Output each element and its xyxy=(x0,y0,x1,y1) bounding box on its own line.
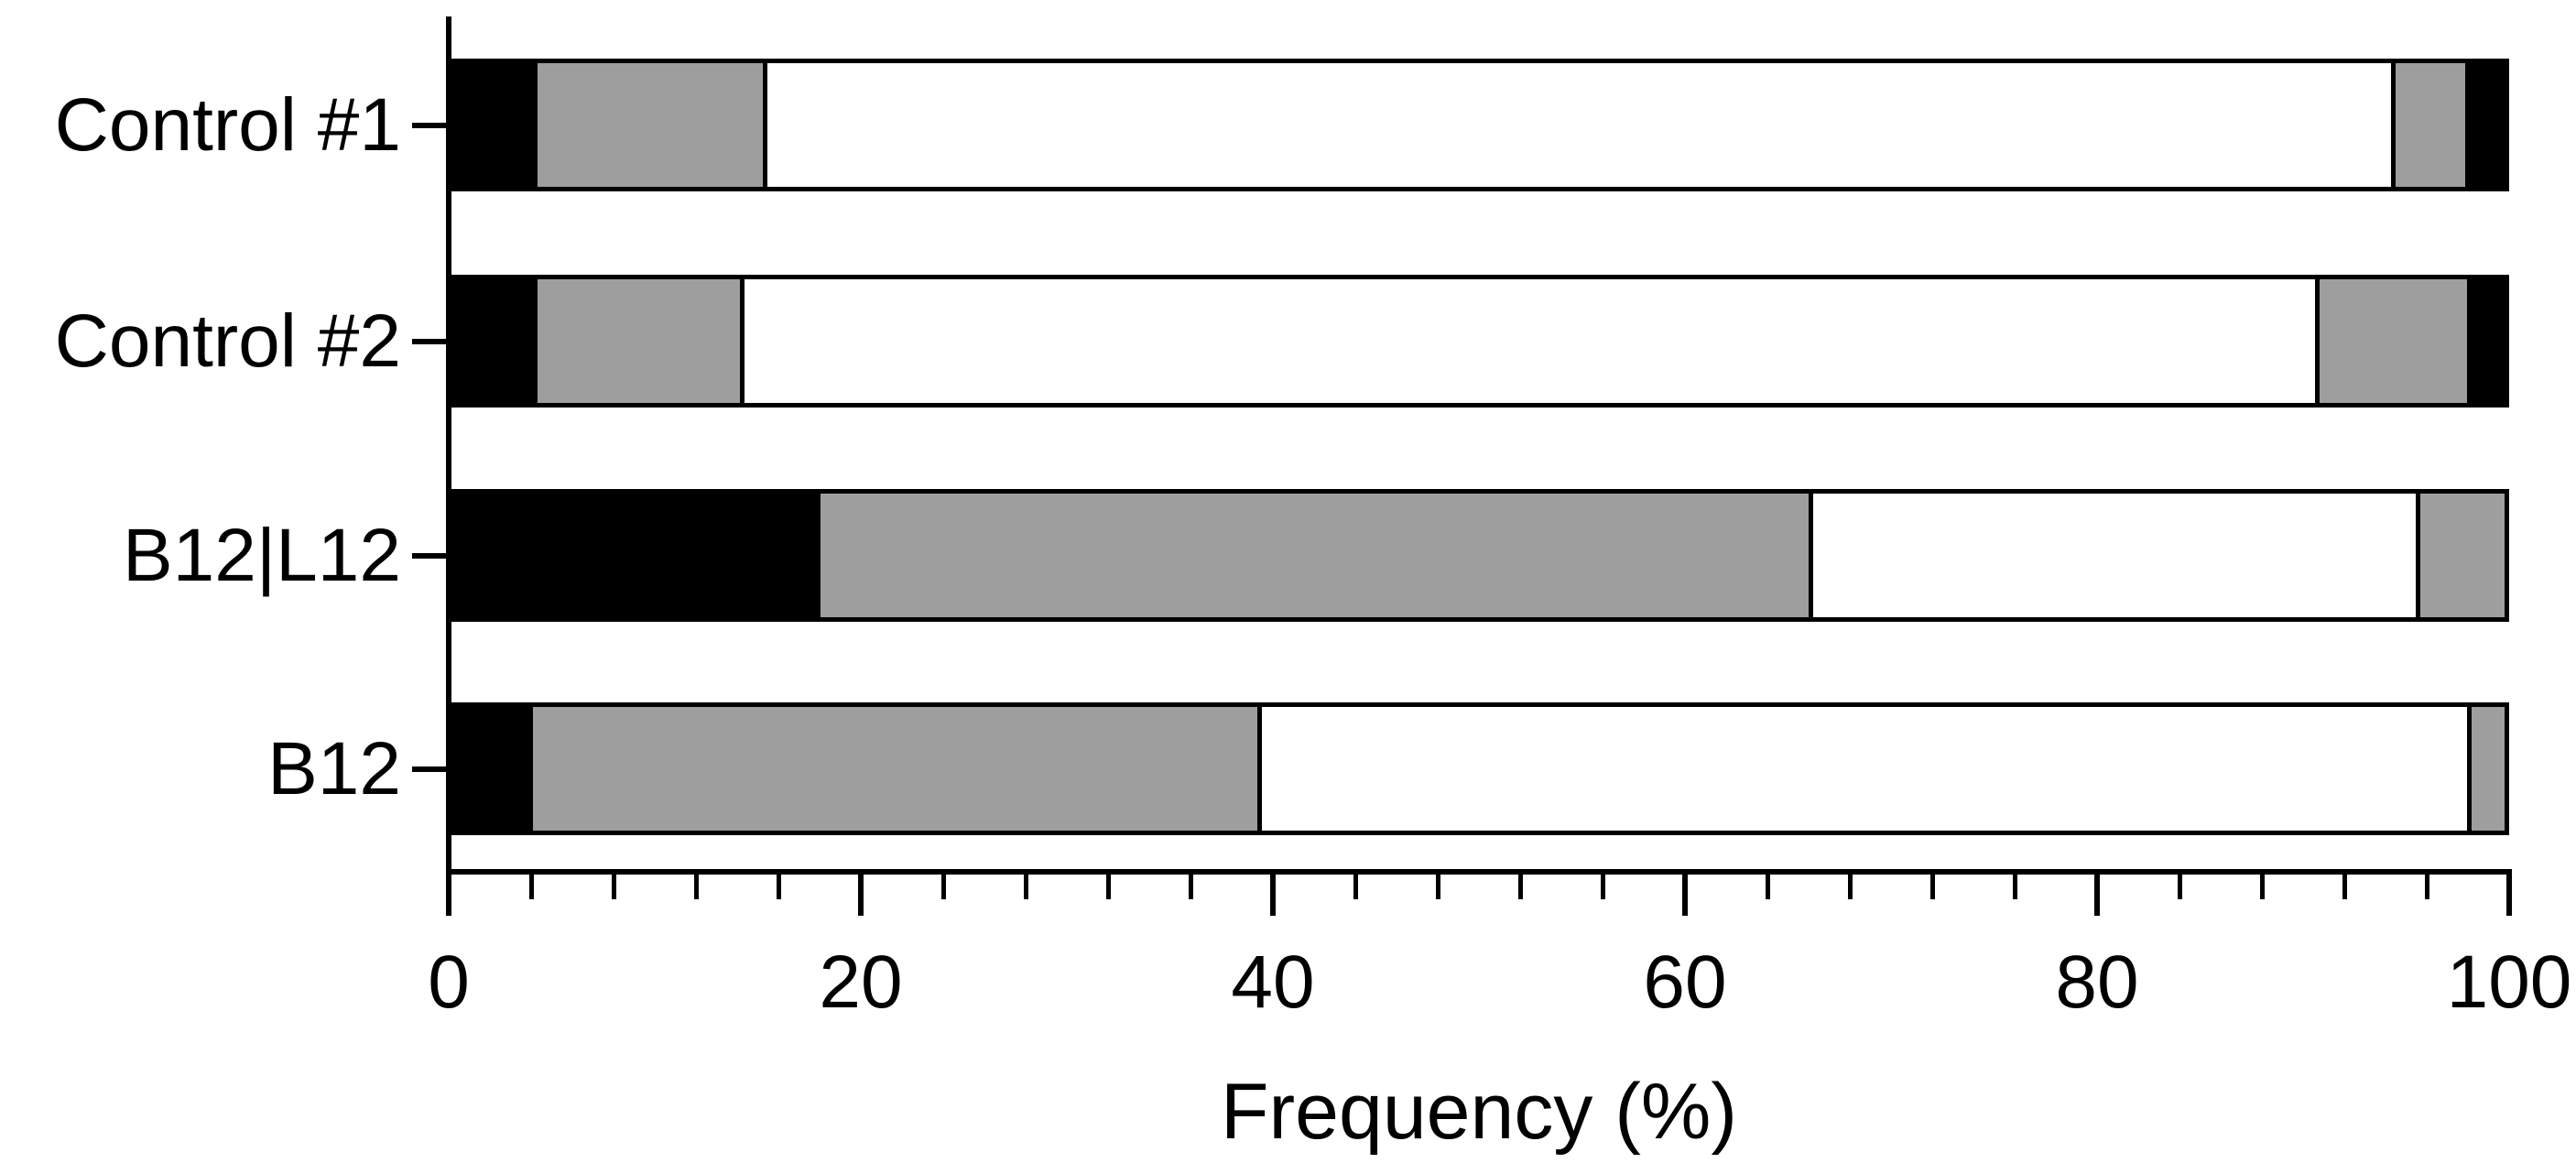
x-axis-minor-tick xyxy=(1765,872,1770,899)
bar-segment-5-black xyxy=(2472,279,2505,403)
x-tick-label: 80 xyxy=(2055,940,2139,1024)
bar-segment-2-gray xyxy=(533,707,1262,831)
bar-segment-3-white xyxy=(766,63,2397,187)
category-label: Control #1 xyxy=(54,82,401,167)
x-axis-title: Frequency (%) xyxy=(1221,1068,1737,1156)
bar-segment-1-black xyxy=(453,707,534,831)
y-axis-category-tick xyxy=(412,122,449,128)
x-axis-minor-tick xyxy=(1353,872,1358,899)
bar-row xyxy=(449,489,2509,622)
x-axis-minor-tick xyxy=(2342,872,2347,899)
bar-segment-2-gray xyxy=(537,279,745,403)
y-axis-category-tick xyxy=(412,338,449,344)
y-axis-line xyxy=(446,16,451,875)
bar-row xyxy=(449,59,2509,191)
bar-segment-5-black xyxy=(2469,63,2505,187)
bar-segment-3-white xyxy=(1261,707,2473,831)
x-axis-minor-tick xyxy=(693,872,699,899)
bar-segment-1-black xyxy=(453,279,538,403)
y-axis-category-tick xyxy=(412,766,449,772)
x-axis-major-tick xyxy=(446,872,451,916)
bar-row xyxy=(449,702,2509,835)
category-label: Control #2 xyxy=(54,299,401,383)
x-axis-minor-tick xyxy=(2012,872,2017,899)
x-tick-label: 100 xyxy=(2446,940,2572,1024)
bar-segment-1-black xyxy=(453,63,538,187)
x-axis-minor-tick xyxy=(2259,872,2265,899)
x-axis-minor-tick xyxy=(1188,872,1193,899)
x-axis-minor-tick xyxy=(1517,872,1523,899)
x-tick-label: 20 xyxy=(819,940,903,1024)
bar-segment-3-white xyxy=(745,279,2321,403)
x-axis-major-tick xyxy=(2094,872,2100,916)
bar-segment-4-gray xyxy=(2472,707,2505,831)
bar-segment-2-gray xyxy=(537,63,767,187)
category-label: B12 xyxy=(267,726,401,810)
bar-segment-4-gray xyxy=(2420,494,2505,617)
bar-segment-3-white xyxy=(1813,494,2421,617)
bar-segment-2-gray xyxy=(820,494,1814,617)
x-tick-label: 60 xyxy=(1643,940,1727,1024)
x-axis-line xyxy=(446,869,2512,875)
x-axis-minor-tick xyxy=(1435,872,1440,899)
x-axis-major-tick xyxy=(1270,872,1276,916)
category-label: B12|L12 xyxy=(122,513,401,597)
bar-segment-4-gray xyxy=(2396,63,2470,187)
x-axis-minor-tick xyxy=(611,872,616,899)
y-axis-category-tick xyxy=(412,552,449,559)
x-axis-minor-tick xyxy=(1105,872,1111,899)
x-tick-label: 40 xyxy=(1231,940,1315,1024)
x-axis-minor-tick xyxy=(776,872,781,899)
x-axis-minor-tick xyxy=(1023,872,1028,899)
x-axis-major-tick xyxy=(858,872,864,916)
x-axis-minor-tick xyxy=(1600,872,1605,899)
bar-row xyxy=(449,275,2509,408)
bar-segment-4-gray xyxy=(2320,279,2473,403)
x-axis-minor-tick xyxy=(1847,872,1853,899)
x-axis-minor-tick xyxy=(528,872,534,899)
x-axis-minor-tick xyxy=(2424,872,2429,899)
bar-segment-1-black xyxy=(453,494,821,617)
x-tick-label: 0 xyxy=(428,940,470,1024)
x-axis-minor-tick xyxy=(940,872,946,899)
x-axis-minor-tick xyxy=(1929,872,1935,899)
x-axis-major-tick xyxy=(1682,872,1688,916)
x-axis-minor-tick xyxy=(2177,872,2182,899)
x-axis-major-tick xyxy=(2506,872,2512,916)
